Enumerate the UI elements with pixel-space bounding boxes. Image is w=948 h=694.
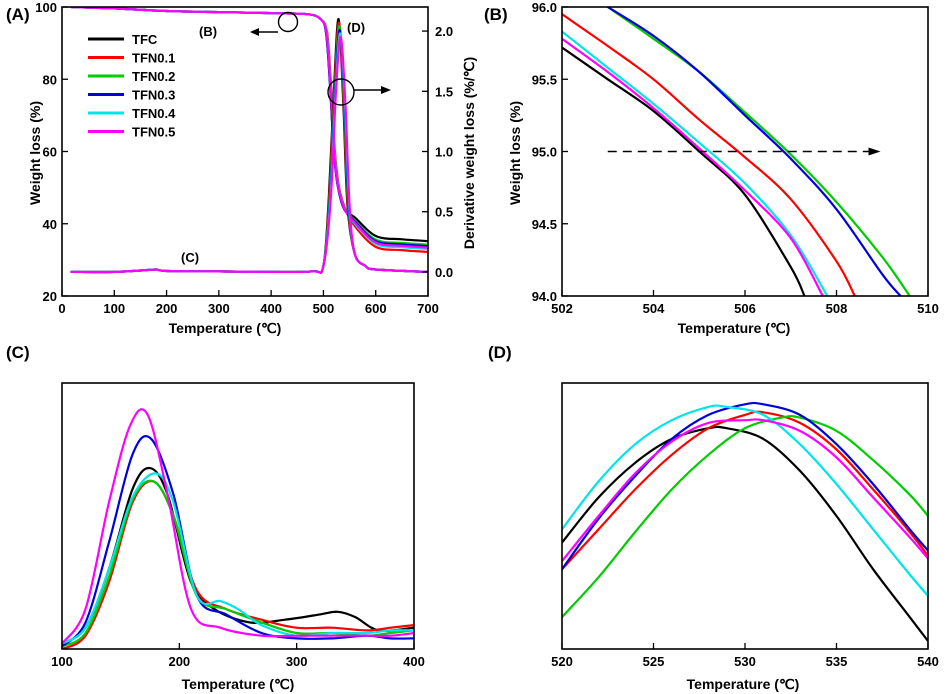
panel-c-series-tfn0-1 [62,479,414,649]
legend-label-tfn0-4: TFN0.4 [132,106,176,121]
panel-a-ytick-right-label-4: 2.0 [435,24,453,39]
panel-b-series-tfc [562,46,806,296]
panel-b-xtick-label-3: 508 [826,301,848,316]
panel-c-xtick-label-1: 200 [168,654,190,669]
panel-b-series-tfn0-4 [562,30,829,296]
panel-d-xtick-label-1: 525 [643,654,665,669]
panel-a-ytick-right-label-0: 0.0 [435,265,453,280]
panel-c-frame [61,382,415,650]
panel-d-xtick-label-0: 520 [551,654,573,669]
panel-b-reference-arrowhead [868,147,881,156]
panel-a-xtick-label-7: 700 [417,301,439,316]
panel-a-weight-tfn0-2 [70,7,428,246]
arrow-left-head [250,28,259,36]
panel-b-ytick-label-2: 95.0 [532,145,557,160]
panel-d-series-tfn0-5 [562,418,928,563]
legend-label-tfn0-3: TFN0.3 [132,88,175,103]
panel-d-series-tfn0-1 [562,410,928,571]
panel-b-xlabel: Temperature (℃) [678,320,791,336]
panel-a-ylabel: Weight loss (%) [27,101,43,205]
panel-a-weight-tfn0-4 [70,7,428,251]
panel-label-b: (B) [484,5,508,24]
panel-b-frame [561,6,929,297]
panel-a-ytick-right-label-1: 0.5 [435,205,453,220]
panel-a-frame [61,6,429,297]
panel-label-d: (D) [488,343,512,362]
panel-a-ytick-right-label-3: 1.5 [435,84,453,99]
panel-a-xlabel: Temperature (℃) [169,320,282,336]
panel-d-series-tfn0-2 [562,415,928,619]
panel-b-ytick-label-3: 95.5 [532,72,557,87]
panel-c-series-tfn0-4 [62,472,414,645]
panel-a-ytick-label-1: 40 [43,217,57,232]
legend-label-tfn0-2: TFN0.2 [132,69,175,84]
panel-a-ytick-label-4: 100 [35,0,57,15]
legend-label-tfn0-1: TFN0.1 [132,51,175,66]
annotation-d: (D) [347,20,365,35]
panel-a-ytick-label-2: 60 [43,145,57,160]
panel-c-xtick-label-3: 400 [403,654,425,669]
panel-a-ytick-label-3: 80 [43,72,57,87]
panel-label-c: (C) [6,343,30,362]
panel-a-weight-tfn0-5 [70,7,428,249]
panel-a-ylabel-right: Derivative weight loss (%/℃) [461,57,477,249]
panel-d-xtick-label-2: 530 [734,654,756,669]
zoom-circle-d [327,78,355,106]
panel-b-series-tfn0-1 [562,13,856,296]
panel-a-weight-tfn0-1 [70,7,428,253]
panel-d-series-tfc [562,425,928,643]
zoom-circle-b [277,11,299,33]
panel-label-a: (A) [6,5,30,24]
panel-b-ylabel: Weight loss (%) [507,101,523,205]
panel-c-xtick-label-0: 100 [51,654,73,669]
panel-b-xtick-label-0: 502 [551,301,573,316]
annotation-b: (B) [199,24,217,39]
panel-a-xtick-label-3: 300 [208,301,230,316]
panel-d-series-tfn0-4 [562,404,928,597]
panel-b-ytick-label-1: 94.5 [532,217,557,232]
panel-b-series-tfn0-3 [606,7,902,296]
panel-b-series-tfn0-2 [606,7,911,296]
panel-b-ytick-label-4: 96.0 [532,0,557,15]
panel-a-xtick-label-1: 100 [103,301,125,316]
panel-a-xtick-label-0: 0 [58,301,65,316]
panel-d-frame [561,382,929,650]
panel-b-ytick-label-0: 94.0 [532,289,557,304]
arrow-right-head [381,86,391,94]
panel-a-ytick-label-0: 20 [43,289,57,304]
panel-b-xtick-label-1: 504 [643,301,665,316]
panel-d-series-tfn0-3 [562,401,928,571]
panel-a-ytick-right-label-2: 1.0 [435,145,453,160]
panel-a-xtick-label-6: 600 [365,301,387,316]
panel-b-series-tfn0-5 [562,37,824,296]
panel-d-xtick-label-3: 535 [826,654,848,669]
panel-a-xtick-label-4: 400 [260,301,282,316]
annotation-c: (C) [181,250,199,265]
panel-a-xtick-label-2: 200 [156,301,178,316]
legend-label-tfn0-5: TFN0.5 [132,125,175,140]
panel-a-xtick-label-5: 500 [313,301,335,316]
panel-c-xlabel: Temperature (℃) [182,676,295,692]
panel-b-xtick-label-4: 510 [917,301,939,316]
panel-a-derivative-tfn0-5 [70,35,428,274]
panel-d-xtick-label-4: 540 [917,654,939,669]
panel-b-xtick-label-2: 506 [734,301,756,316]
panel-a-weight-tfc [70,7,428,243]
panel-a-weight-tfn0-3 [70,7,428,248]
panel-c-xtick-label-2: 300 [286,654,308,669]
panel-d-xlabel: Temperature (℃) [687,676,800,692]
panel-c-series-tfn0-5 [62,408,414,645]
legend-label-tfc: TFC [132,32,158,47]
panel-a-derivative-tfn0-4 [70,32,428,274]
